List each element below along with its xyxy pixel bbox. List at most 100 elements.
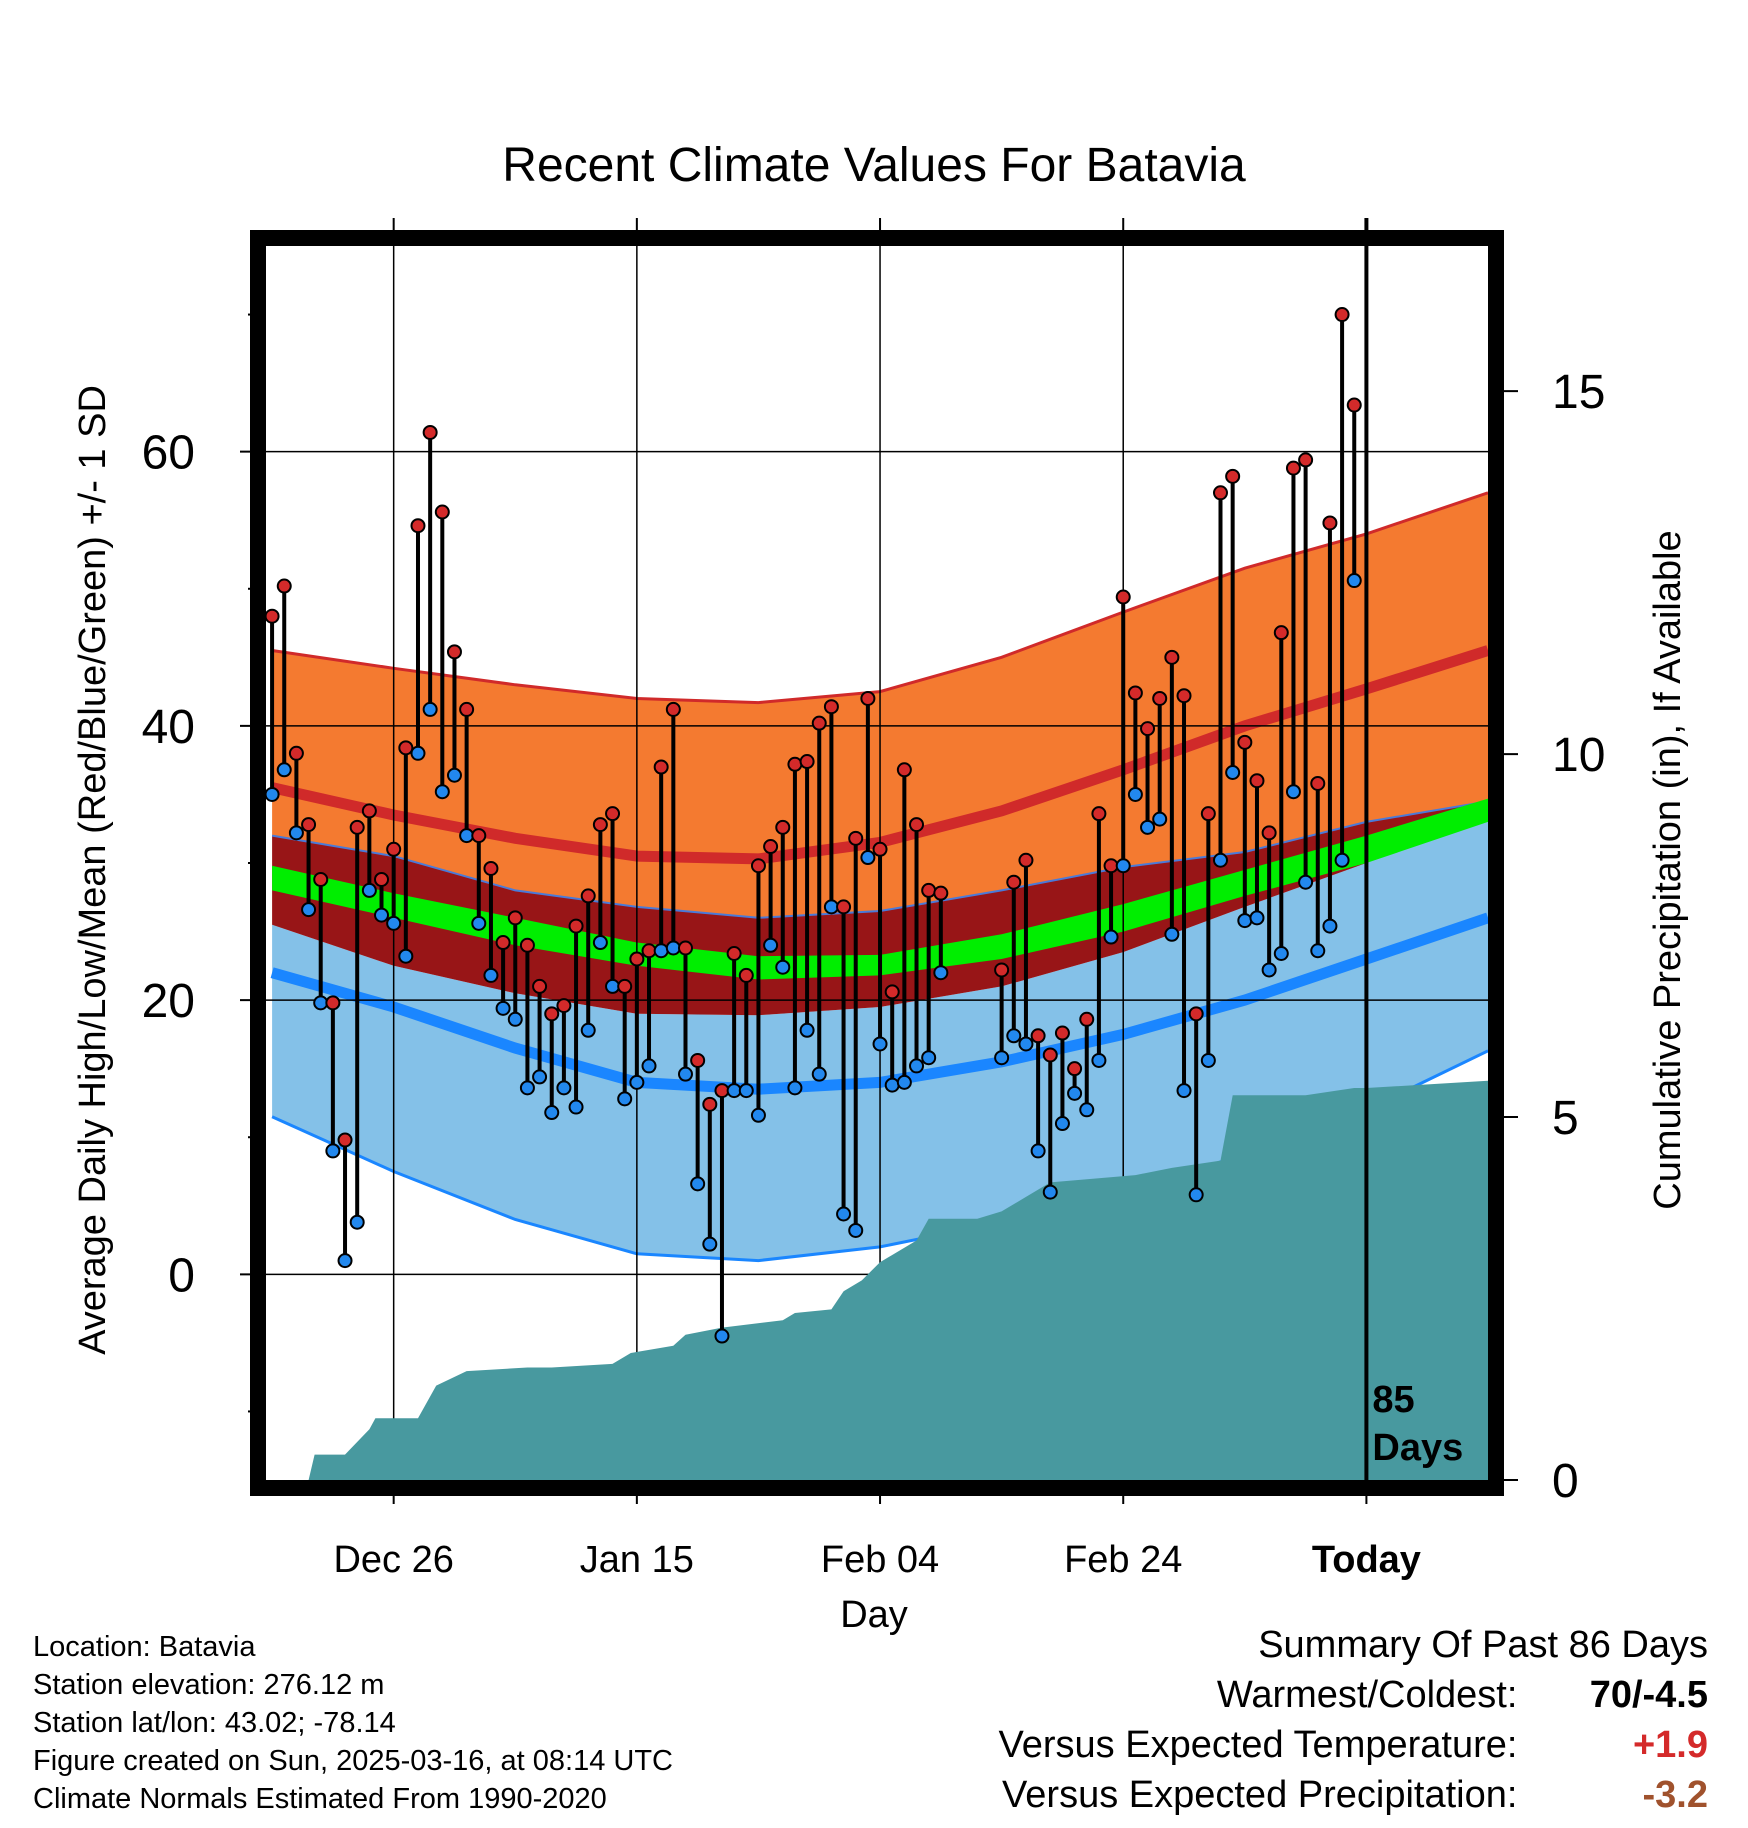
daily-high-point [836,899,852,915]
summary-panel: Summary Of Past 86 Days Warmest/Coldest:… [999,1620,1708,1820]
daily-low-point [1067,1085,1083,1101]
daily-high-point [1140,721,1156,737]
daily-high-point [1006,874,1022,890]
daily-low-point [714,1328,730,1344]
chart-title: Recent Climate Values For Batavia [502,139,1246,192]
daily-low-point [1188,1187,1204,1203]
daily-high-point [677,940,693,956]
daily-high-point [434,504,450,520]
y2-axis-label: Cumulative Precipitation (in), If Availa… [1647,530,1689,1209]
y-tick-label: 0 [168,1249,195,1302]
daily-high-point [1079,1011,1095,1027]
y2-tick-label: 15 [1552,366,1605,419]
daily-high-point [580,888,596,904]
x-axis-label: Day [840,1594,908,1636]
daily-high-point [386,841,402,857]
daily-high-point [1091,806,1107,822]
daily-low-point [811,1066,827,1082]
daily-low-point [629,1074,645,1090]
daily-high-point [787,756,803,772]
daily-low-point [1334,852,1350,868]
daily-low-point [884,1077,900,1093]
y2-tick-label: 0 [1552,1455,1579,1508]
daily-low-point [544,1105,560,1121]
daily-high-point [823,699,839,715]
daily-high-point [1310,775,1326,791]
daily-low-point [532,1069,548,1085]
daily-high-point [568,918,584,934]
daily-low-point [738,1083,754,1099]
x-tick-label: Jan 15 [580,1539,694,1581]
daily-low-point [1237,913,1253,929]
daily-high-point [288,745,304,761]
daily-high-point [702,1096,718,1112]
daily-high-point [763,839,779,855]
x-tick-label: Feb 04 [821,1539,939,1581]
daily-high-point [799,754,815,770]
daily-high-point [738,967,754,983]
daily-low-point [313,995,329,1011]
daily-low-point [410,745,426,761]
daily-high-point [1018,852,1034,868]
daily-high-point [848,830,864,846]
daily-high-point [592,817,608,833]
daily-low-point [507,1011,523,1027]
daily-high-point [483,860,499,876]
elevation-text: Station elevation: 276.12 m [33,1669,385,1701]
daily-low-point [434,784,450,800]
daily-low-point [1322,918,1338,934]
daily-low-point [1298,874,1314,890]
daily-low-point [483,967,499,983]
precip-area [272,1080,1488,1480]
summary-label: Warmest/Coldest: [1216,1674,1518,1716]
daily-low-point [1346,573,1362,589]
daily-low-point [422,701,438,717]
daily-high-point [629,951,645,967]
daily-high-point [1212,485,1228,501]
daily-low-point [702,1236,718,1252]
daily-low-point [799,1022,815,1038]
daily-low-point [872,1036,888,1052]
summary-value: -3.2 [1642,1774,1708,1816]
summary-value: +1.9 [1632,1724,1708,1766]
daily-high-point [872,841,888,857]
summary-row-precip: Versus Expected Precipitation: -3.2 [999,1770,1708,1820]
daily-low-point [848,1222,864,1238]
daily-high-point [410,518,426,534]
daily-low-point [592,935,608,951]
daily-high-point [994,962,1010,978]
daily-low-point [750,1107,766,1123]
daily-high-point [325,995,341,1011]
daily-low-point [677,1066,693,1082]
daily-high-point [361,803,377,819]
daily-high-point [921,882,937,898]
daily-low-point [301,902,317,918]
daily-high-point [349,819,365,835]
daily-high-point [1152,690,1168,706]
daily-high-point [544,1006,560,1022]
days-label: 85 [1372,1379,1414,1421]
daily-low-point [519,1080,535,1096]
daily-high-point [495,935,511,951]
daily-low-point [1079,1102,1095,1118]
daily-high-point [1164,649,1180,665]
latlon-text: Station lat/lon: 43.02; -78.14 [33,1707,396,1739]
x-tick-label: Today [1312,1539,1421,1581]
daily-high-point [750,858,766,874]
daily-high-point [1298,452,1314,468]
daily-low-point [1261,962,1277,978]
daily-low-point [1200,1052,1216,1068]
summary-title: Summary Of Past 86 Days [1258,1624,1708,1666]
daily-low-point [605,978,621,994]
daily-low-point [896,1074,912,1090]
daily-low-point [1310,943,1326,959]
daily-low-point [276,762,292,778]
daily-low-point [1225,765,1241,781]
daily-low-point [1127,786,1143,802]
daily-low-point [349,1214,365,1230]
daily-low-point [264,786,280,802]
daily-high-point [775,819,791,835]
daily-low-point [1212,852,1228,868]
daily-ranges [264,307,1362,1344]
daily-low-point [823,899,839,915]
